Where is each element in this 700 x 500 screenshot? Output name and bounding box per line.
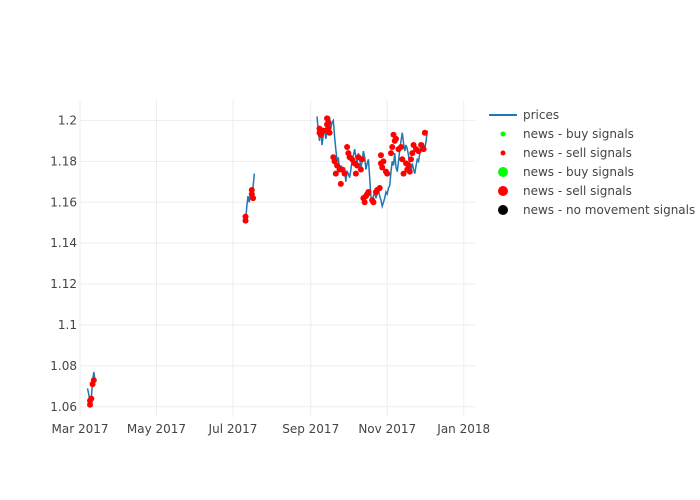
sell-signal-marker <box>399 156 406 163</box>
sell-signal-marker <box>408 156 415 163</box>
legend: prices news - buy signals news - sell sign… <box>489 108 695 217</box>
sell-signal-marker <box>332 170 339 177</box>
sell-signal-marker <box>406 168 413 175</box>
sell-signal-marker <box>389 144 396 151</box>
sell-signal-marker <box>409 150 416 157</box>
sell-signal-marker <box>376 184 383 191</box>
sell-signal-marker <box>387 150 394 157</box>
sell-signal-marker <box>250 195 257 202</box>
sell-signal-marker <box>377 152 384 159</box>
x-tick-label: Jan 2018 <box>436 422 490 436</box>
legend-label: news - buy signals <box>523 127 634 141</box>
sell-signal-marker <box>354 162 361 169</box>
sell-signal-marker <box>384 170 391 177</box>
sell-signal-marker <box>370 199 377 206</box>
legend-dot-swatch <box>498 167 508 177</box>
sell-signal-marker <box>421 129 428 136</box>
sell-signal-marker <box>352 170 359 177</box>
sell-signal-marker <box>379 164 386 171</box>
sell-signal-marker <box>405 162 412 169</box>
y-tick-label: 1.18 <box>50 154 77 168</box>
series-layer <box>86 115 429 408</box>
sell-signal-marker <box>365 189 372 196</box>
sell-signal-marker <box>400 170 407 177</box>
x-tick-label: Mar 2017 <box>52 422 109 436</box>
y-tick-label: 1.1 <box>58 318 77 332</box>
x-tick-label: Sep 2017 <box>282 422 339 436</box>
sell-signal-marker <box>87 401 94 408</box>
y-tick-label: 1.06 <box>50 400 77 414</box>
legend-dot-swatch <box>500 150 506 156</box>
legend-label: news - no movement signals <box>523 203 695 217</box>
sell-signal-marker <box>90 377 97 384</box>
x-tick-label: Nov 2017 <box>358 422 416 436</box>
y-tick-label: 1.14 <box>50 236 77 250</box>
legend-dot-swatch <box>500 131 506 137</box>
x-tick-label: May 2017 <box>127 422 186 436</box>
sell-signal-marker <box>325 119 332 126</box>
sell-signal-marker <box>337 180 344 187</box>
x-tick-label: Jul 2017 <box>208 422 258 436</box>
legend-label: news - sell signals <box>523 184 632 198</box>
sell-signal-marker <box>326 129 333 136</box>
sell-signal-marker <box>344 144 351 151</box>
sell-signal-marker <box>380 158 387 165</box>
sell-signal-marker <box>357 166 364 173</box>
sell-signal-marker <box>415 148 422 155</box>
legend-label: news - buy signals <box>523 165 634 179</box>
sell-signal-marker <box>359 156 366 163</box>
axis-layer: 1.06 1.08 1.1 1.12 1.14 1.16 1.18 1.2 Mar 2017 Ma… <box>50 113 490 436</box>
sell-signal-marker <box>398 144 405 151</box>
y-tick-label: 1.08 <box>50 359 77 373</box>
sell-signal-marker <box>341 170 348 177</box>
legend-label: prices <box>523 108 559 122</box>
legend-dot-swatch <box>498 205 508 215</box>
y-tick-label: 1.2 <box>58 113 77 127</box>
grid-layer <box>79 100 475 417</box>
legend-dot-swatch <box>498 186 508 196</box>
y-tick-label: 1.12 <box>50 277 77 291</box>
sell-signal-marker <box>88 395 95 402</box>
sell-signal-marker <box>361 199 368 206</box>
y-tick-label: 1.16 <box>50 195 77 209</box>
sell-signal-marker <box>242 213 249 220</box>
sell-signal-marker <box>420 146 427 153</box>
legend-label: news - sell signals <box>523 146 632 160</box>
sell-signal-marker <box>248 186 255 193</box>
sell-signal-marker <box>393 135 399 142</box>
